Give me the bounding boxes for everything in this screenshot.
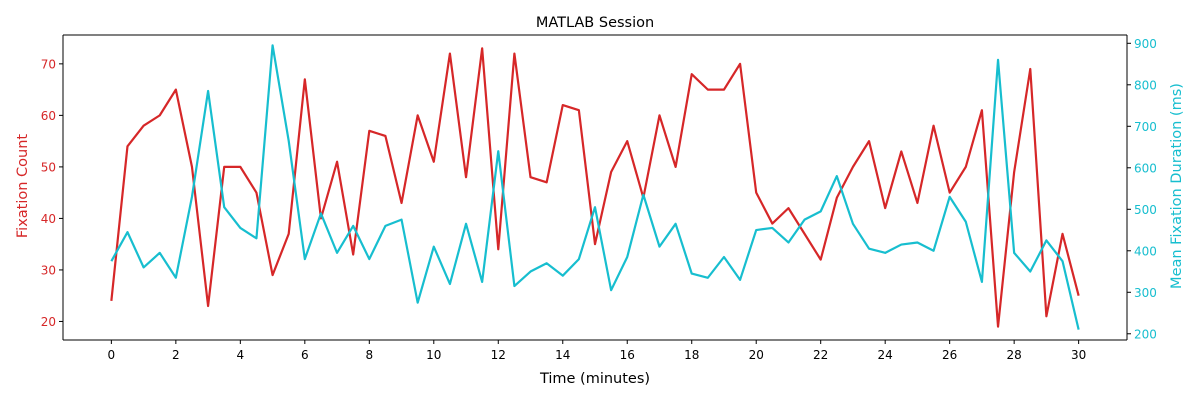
x-tick-label: 16 xyxy=(620,348,635,362)
x-axis-label: Time (minutes) xyxy=(539,371,650,387)
y-left-tick-label: 70 xyxy=(41,57,56,71)
x-tick-label: 6 xyxy=(301,348,309,362)
x-tick-label: 22 xyxy=(813,348,828,362)
x-tick-label: 14 xyxy=(555,348,570,362)
y-right-tick-label: 700 xyxy=(1134,120,1157,134)
y-right-tick-label: 800 xyxy=(1134,78,1157,92)
x-tick-label: 8 xyxy=(365,348,373,362)
x-tick-label: 30 xyxy=(1071,348,1086,362)
y-right-tick-label: 500 xyxy=(1134,203,1157,217)
plot-area: 0 2 4 6 8 10 12 14 16 18 20 22 24 26 28 302030405060702… xyxy=(41,34,1157,362)
x-tick-label: 28 xyxy=(1007,348,1022,362)
x-tick-label: 0 xyxy=(108,348,116,362)
series-line-mean-fixation-duration xyxy=(110,44,1080,330)
y-axis-right-label: Mean Fixation Duration (ms) xyxy=(1169,83,1185,289)
y-right-tick-label: 200 xyxy=(1134,327,1157,341)
y-right-tick-label: 600 xyxy=(1134,161,1157,175)
x-tick-label: 12 xyxy=(491,348,506,362)
x-tick-label: 24 xyxy=(878,348,893,362)
x-tick-label: 18 xyxy=(684,348,699,362)
y-left-tick-label: 60 xyxy=(41,109,56,123)
x-tick-label: 20 xyxy=(749,348,764,362)
series-line-fixation-count xyxy=(110,47,1080,328)
y-axis-left-label: Fixation Count xyxy=(15,134,31,239)
y-right-tick-label: 400 xyxy=(1134,244,1157,258)
x-tick-label: 26 xyxy=(942,348,957,362)
y-right-tick-label: 900 xyxy=(1134,37,1157,51)
x-tick-label: 2 xyxy=(172,348,180,362)
x-tick-label: 4 xyxy=(237,348,245,362)
chart-title: MATLAB Session xyxy=(536,15,654,31)
y-left-tick-label: 20 xyxy=(41,315,56,329)
y-left-tick-label: 30 xyxy=(41,263,56,277)
y-left-tick-label: 40 xyxy=(41,212,56,226)
x-tick-label: 10 xyxy=(426,348,441,362)
y-right-tick-label: 300 xyxy=(1134,286,1157,300)
y-left-tick-label: 50 xyxy=(41,160,56,174)
